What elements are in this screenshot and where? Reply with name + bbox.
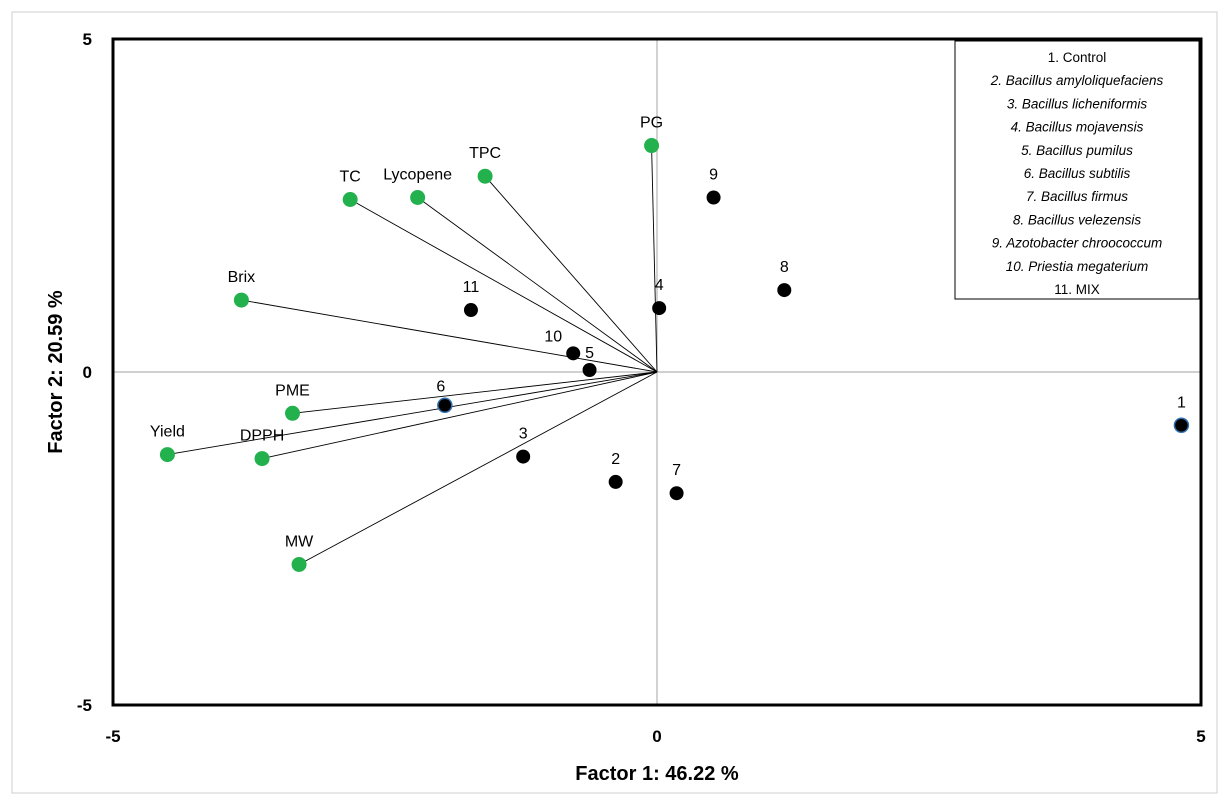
treatment-label-8: 8	[780, 259, 789, 276]
legend-entry: 11. MIX	[1054, 282, 1100, 297]
variable-label-tc: TC	[340, 169, 361, 186]
treatment-point-7	[669, 486, 684, 501]
treatment-label-11: 11	[463, 279, 480, 296]
legend-entry: 6. Bacillus subtilis	[1024, 166, 1131, 181]
y-tick-label: 0	[83, 363, 92, 382]
treatment-label-9: 9	[709, 167, 718, 184]
y-tick-label: 5	[83, 30, 92, 49]
variable-label-pg: PG	[640, 115, 663, 132]
variable-label-brix: Brix	[228, 269, 256, 286]
legend-entry: 7. Bacillus firmus	[1026, 189, 1128, 204]
treatment-point-3	[516, 449, 531, 464]
treatment-point-10	[566, 346, 581, 361]
variable-vectors	[167, 145, 658, 565]
vector-mw	[298, 371, 658, 565]
variable-point-dpph	[254, 451, 270, 467]
variable-point-pme	[285, 405, 301, 421]
treatment-point-5	[582, 363, 597, 378]
variable-label-yield: Yield	[150, 424, 185, 441]
x-tick-label: 0	[652, 727, 661, 746]
x-tick-label: 5	[1196, 727, 1205, 746]
treatment-point-11	[463, 303, 478, 318]
variable-label-mw: MW	[285, 533, 314, 550]
legend-entry: 9. Azotobacter chroococcum	[992, 236, 1163, 251]
variable-label-tpc: TPC	[469, 145, 501, 162]
treatment-point-8	[777, 283, 792, 298]
variable-label-lycopene: Lycopene	[383, 167, 452, 184]
variable-point-mw	[291, 556, 307, 572]
treatment-label-4: 4	[655, 277, 664, 294]
treatment-point-4	[652, 301, 667, 316]
legend-box	[954, 40, 1200, 300]
treatment-point-6	[437, 397, 453, 414]
variable-point-tc	[342, 192, 358, 208]
x-tick-label: -5	[105, 727, 120, 746]
variable-point-tpc	[477, 168, 493, 184]
y-axis-title: Factor 2: 20.59 %	[45, 290, 67, 454]
variable-label-dpph: DPPH	[240, 428, 284, 445]
vector-tpc	[484, 175, 658, 373]
treatment-label-5: 5	[585, 345, 594, 362]
treatment-point-1	[1173, 417, 1190, 434]
variable-points: PG TPC Lycopene TC Brix PME Yield DPPH MW	[150, 115, 663, 572]
vector-dpph	[261, 371, 658, 460]
variable-point-brix	[233, 292, 249, 308]
legend-entry: 4. Bacillus mojavensis	[1011, 120, 1144, 135]
treatment-label-2: 2	[611, 451, 620, 468]
plot-area-border	[111, 37, 1203, 707]
variable-point-yield	[159, 447, 175, 463]
vector-yield	[167, 371, 658, 456]
vector-brix	[241, 299, 658, 373]
vector-lycopene	[417, 197, 658, 373]
vector-pme	[292, 371, 658, 414]
legend-entry: 5. Bacillus pumilus	[1021, 143, 1133, 158]
variable-label-pme: PME	[275, 382, 310, 399]
treatment-point-9	[706, 190, 721, 205]
figure-frame	[11, 11, 1218, 794]
y-tick-label: -5	[77, 696, 92, 715]
treatment-label-6: 6	[436, 378, 445, 395]
tick-labels: -5 0 5 5 0 -5	[77, 30, 1206, 746]
treatment-label-7: 7	[672, 462, 681, 479]
vector-pg	[651, 145, 658, 373]
legend-entry: 8. Bacillus velezensis	[1013, 212, 1142, 227]
legend-entry: 10. Priestia megaterium	[1006, 259, 1149, 274]
legend-entry: 3. Bacillus licheniformis	[1007, 96, 1148, 111]
treatment-points: 1 2 3 4 5 6 7 8 9 10 11	[436, 167, 1190, 501]
treatment-label-1: 1	[1177, 394, 1186, 411]
variable-point-pg	[644, 138, 660, 154]
legend: 1. Control 2. Bacillus amyloliquefaciens 3…	[954, 40, 1200, 300]
variable-point-lycopene	[410, 190, 426, 206]
legend-entry: 2. Bacillus amyloliquefaciens	[990, 73, 1164, 88]
legend-entry: 1. Control	[1048, 50, 1107, 65]
vector-tc	[349, 199, 658, 373]
x-axis-title: Factor 1: 46.22 %	[575, 763, 739, 785]
treatment-point-2	[608, 474, 623, 489]
treatment-label-3: 3	[519, 426, 528, 443]
treatment-label-10: 10	[544, 328, 562, 345]
